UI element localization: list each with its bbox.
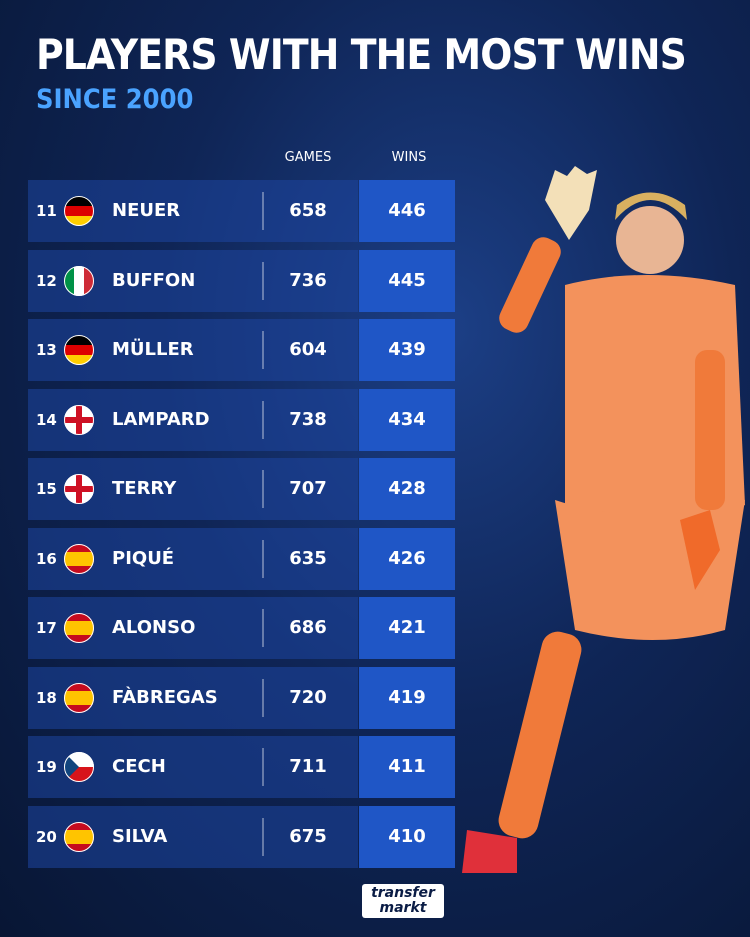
wins-background — [359, 597, 455, 659]
rank: 11 — [36, 202, 57, 220]
wins: 419 — [388, 686, 426, 708]
rank: 14 — [36, 410, 57, 429]
table-row: 13 MÜLLER 604 439 — [28, 319, 455, 381]
flag-icon — [64, 404, 94, 439]
wins-background — [359, 319, 455, 381]
player-name: TERRY — [112, 478, 177, 499]
rank: 12 — [36, 271, 57, 290]
games: 604 — [289, 339, 327, 360]
rank: 13 — [36, 341, 57, 359]
separator — [262, 470, 264, 508]
rank: 16 — [36, 549, 57, 568]
separator — [262, 609, 264, 647]
games: 675 — [289, 825, 327, 847]
table-row: 14 LAMPARD 738 434 — [28, 388, 455, 451]
wins: 421 — [388, 617, 426, 638]
player-photo — [462, 166, 745, 873]
games: 738 — [289, 408, 327, 430]
logo: transfer markt — [362, 884, 444, 918]
wins: 434 — [388, 408, 426, 430]
player-name: FÀBREGAS — [112, 686, 218, 708]
table-row: 12 BUFFON 736 445 — [28, 249, 455, 312]
rank: 18 — [36, 688, 57, 707]
separator — [262, 748, 264, 786]
wins-background — [359, 180, 455, 242]
wins: 411 — [388, 756, 426, 777]
column-header: GAMES — [284, 150, 332, 165]
player-name: ALONSO — [112, 617, 196, 638]
table-row: 18 FÀBREGAS 720 419 — [28, 666, 455, 729]
flag-icon — [64, 752, 94, 786]
flag-icon — [64, 265, 94, 300]
player-name: BUFFON — [112, 269, 196, 291]
games: 720 — [289, 686, 327, 708]
player-name: PIQUÉ — [112, 547, 175, 569]
player-name: CECH — [112, 756, 166, 777]
separator — [262, 192, 264, 230]
flag-icon — [64, 682, 94, 717]
player-name: LAMPARD — [112, 408, 210, 430]
wins-background — [359, 388, 455, 451]
separator — [262, 261, 264, 300]
games: 635 — [289, 547, 327, 569]
player-name: NEUER — [112, 200, 181, 221]
title: PLAYERS WITH THE MOST WINS — [36, 30, 687, 79]
games: 707 — [289, 478, 327, 499]
separator — [262, 817, 264, 856]
table-row: 15 TERRY 707 428 — [28, 458, 455, 520]
table-row: 19 CECH 711 411 — [28, 736, 455, 798]
wins: 428 — [388, 478, 426, 499]
flag-icon — [64, 474, 94, 508]
table-row: 20 SILVA 675 410 — [28, 805, 455, 868]
separator — [262, 400, 264, 439]
flag-icon — [64, 821, 94, 856]
rank: 19 — [36, 758, 57, 776]
separator — [262, 678, 264, 717]
games: 711 — [289, 756, 327, 777]
flag-icon — [64, 196, 94, 230]
table-row: 17 ALONSO 686 421 — [28, 597, 455, 659]
table-row: 11 NEUER 658 446 — [28, 180, 455, 242]
player-name: SILVA — [112, 825, 168, 847]
games: 658 — [289, 200, 327, 221]
wins-background — [359, 805, 455, 868]
wins: 426 — [388, 547, 426, 569]
player-name: MÜLLER — [112, 339, 194, 360]
logo-text: transfer — [371, 885, 435, 901]
logo-text: markt — [379, 900, 427, 916]
rank: 17 — [36, 619, 57, 637]
rank: 15 — [36, 480, 57, 498]
wins: 445 — [388, 269, 426, 291]
wins-background — [359, 736, 455, 798]
games: 686 — [289, 617, 327, 638]
wins-background — [359, 249, 455, 312]
flag-icon — [64, 613, 94, 647]
flag-icon — [64, 543, 94, 578]
flag-icon — [64, 335, 94, 369]
table-row: 16 PIQUÉ 635 426 — [28, 527, 455, 590]
separator — [262, 331, 264, 369]
column-header: WINS — [391, 150, 427, 165]
wins: 410 — [388, 825, 426, 847]
rank: 20 — [36, 827, 57, 846]
wins: 446 — [388, 200, 426, 221]
wins-background — [359, 527, 455, 590]
wins: 439 — [388, 339, 426, 360]
separator — [262, 539, 264, 578]
subtitle: SINCE 2000 — [36, 84, 194, 115]
games: 736 — [289, 269, 327, 291]
wins-background — [359, 458, 455, 520]
wins-background — [359, 666, 455, 729]
